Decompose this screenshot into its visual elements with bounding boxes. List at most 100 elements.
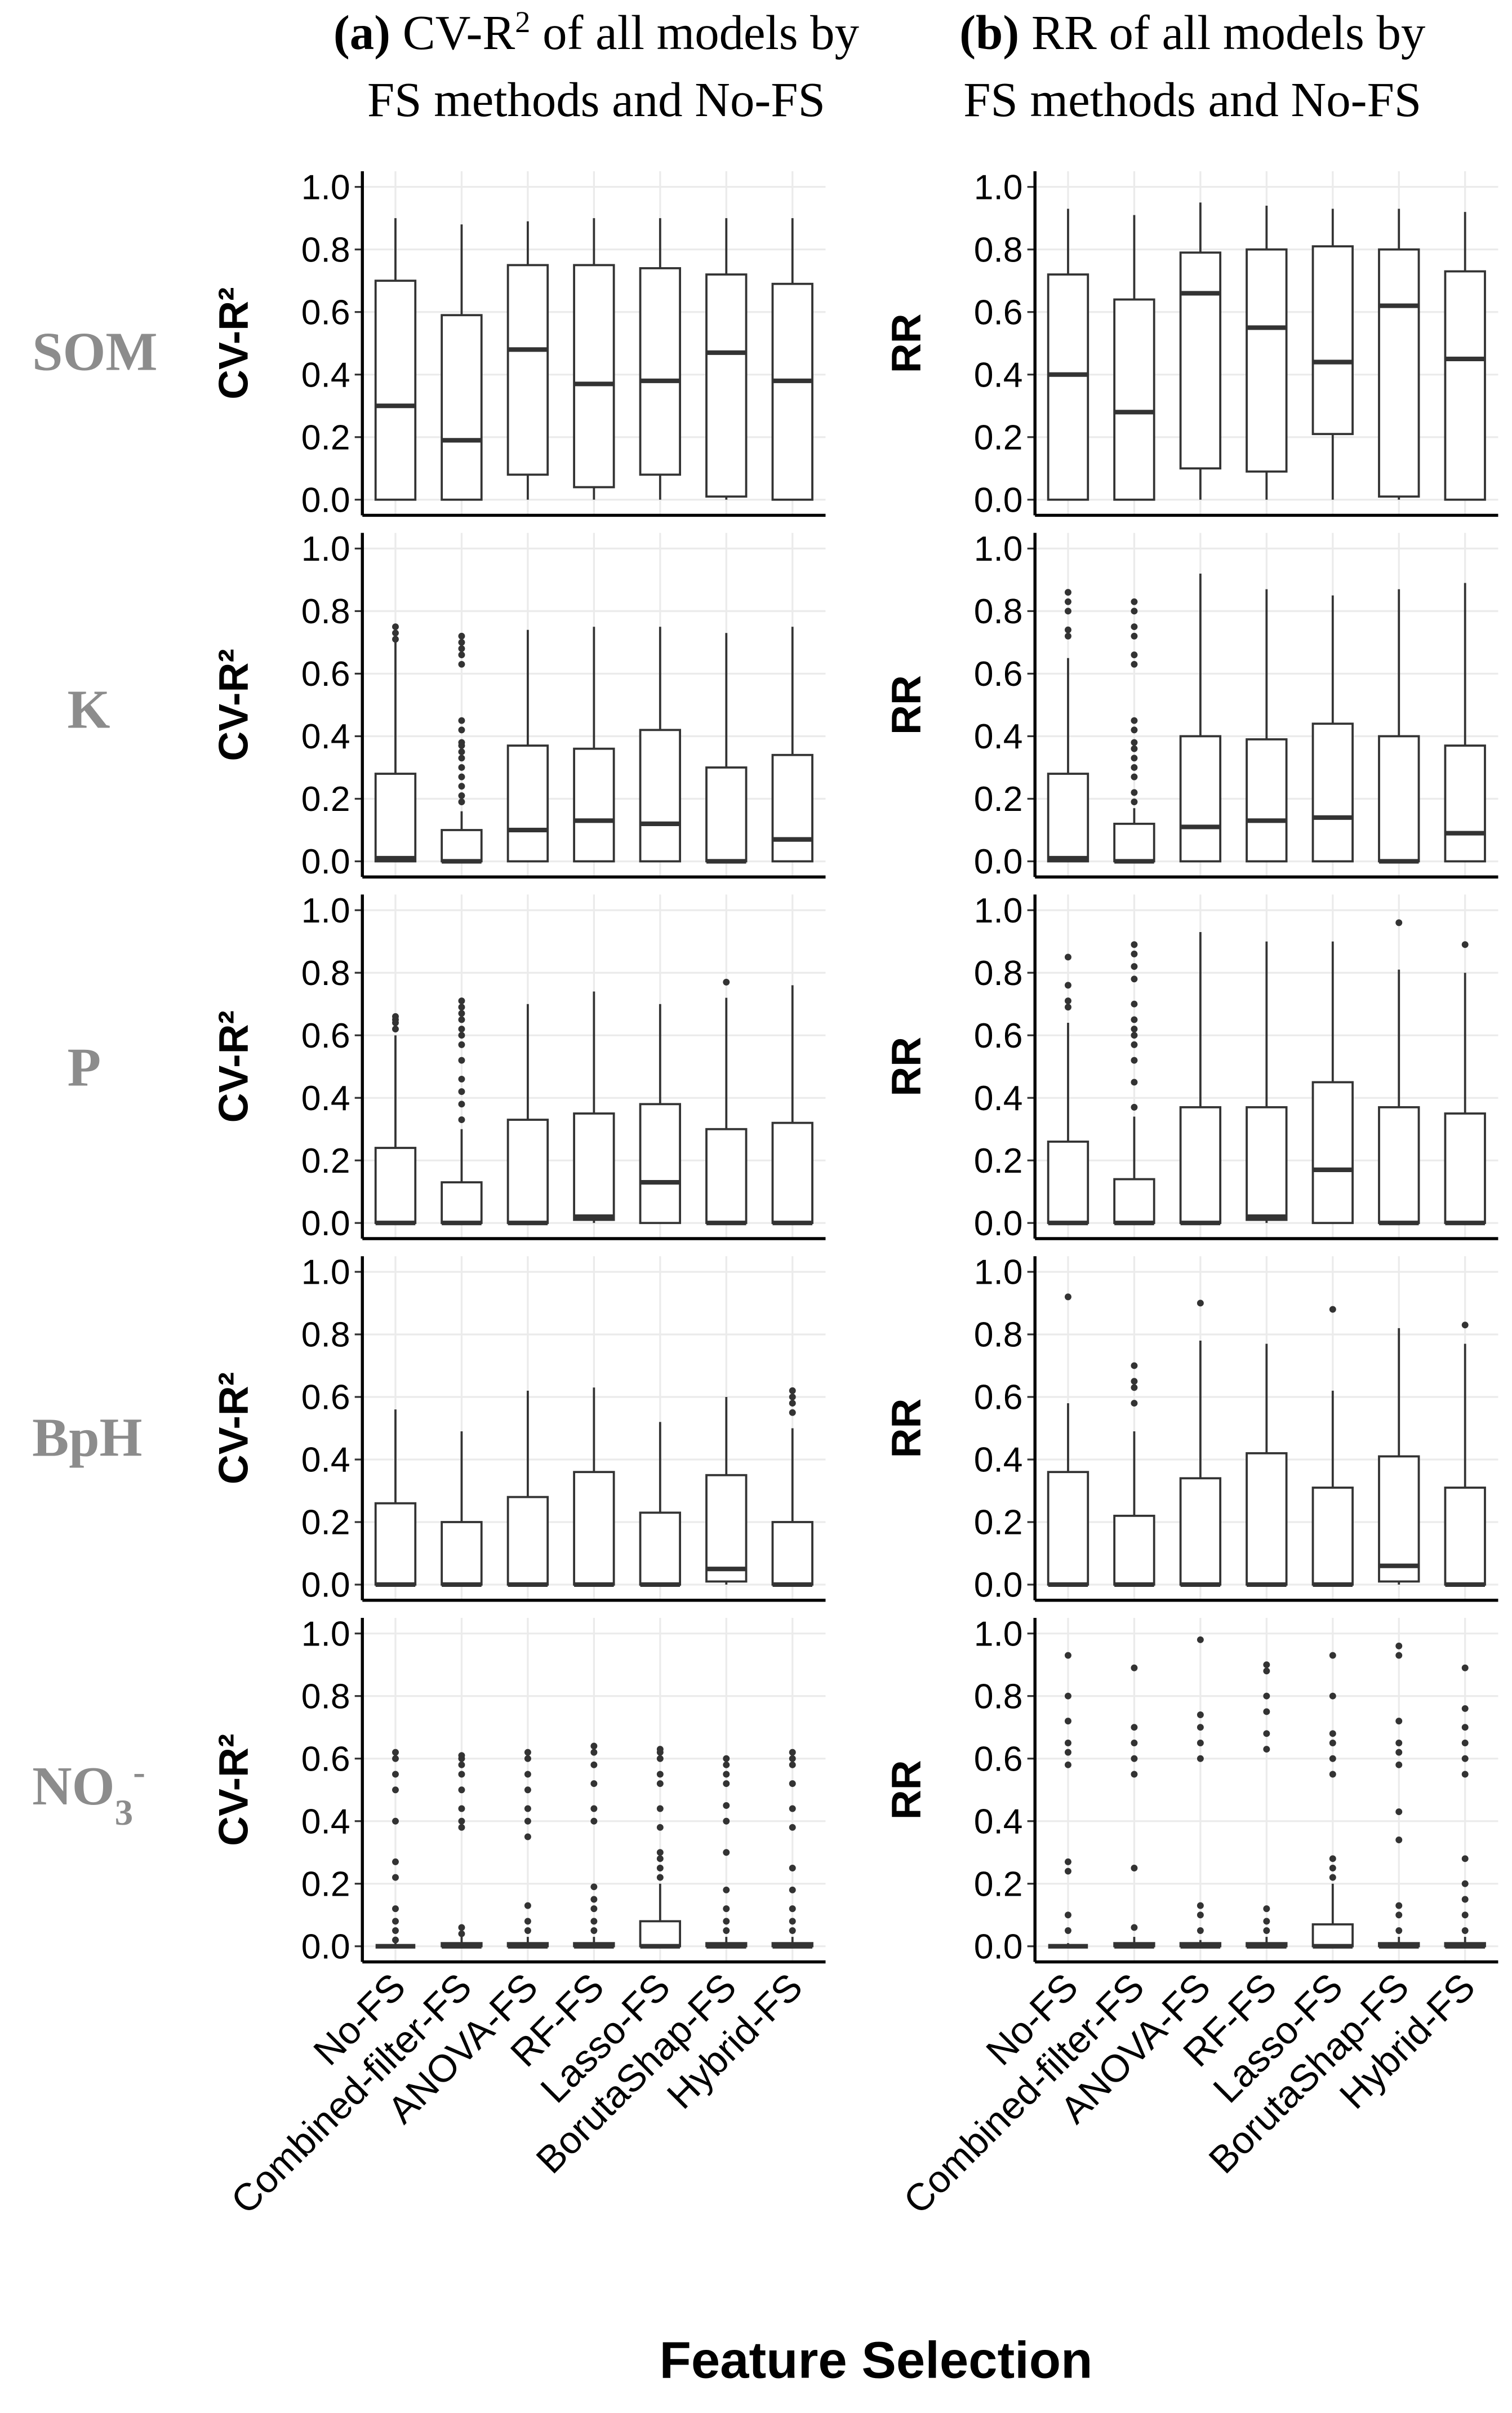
outlier <box>590 1749 598 1756</box>
outlier <box>656 1780 664 1787</box>
box <box>705 766 748 863</box>
outlier <box>1131 1032 1138 1039</box>
outlier <box>1461 1664 1469 1671</box>
box <box>506 744 549 863</box>
outlier <box>1131 745 1138 752</box>
outlier <box>1064 997 1071 1005</box>
box <box>573 264 615 489</box>
outlier <box>656 1874 664 1881</box>
outlier <box>656 1746 664 1753</box>
y-tick-label: 0.8 <box>301 954 350 993</box>
outlier <box>1131 1771 1138 1778</box>
outlier <box>1064 1692 1071 1700</box>
outlier <box>1131 598 1138 605</box>
outlier <box>1131 660 1138 668</box>
outlier <box>656 1824 664 1831</box>
outlier <box>723 1918 730 1925</box>
column-title: FS methods and No-FS <box>367 73 825 127</box>
outlier <box>392 629 399 637</box>
outlier <box>458 1752 465 1759</box>
outlier <box>458 755 465 762</box>
outlier <box>1131 773 1138 780</box>
box <box>1246 1106 1288 1221</box>
y-tick-label: 1.0 <box>301 1614 350 1653</box>
outlier <box>723 1886 730 1893</box>
box <box>1311 1923 1354 1948</box>
y-tick-label: 0.4 <box>974 356 1023 394</box>
box <box>705 1128 748 1225</box>
outlier <box>1461 1755 1469 1762</box>
y-tick-label: 0.6 <box>301 1740 350 1778</box>
outlier <box>458 1101 465 1108</box>
outlier <box>590 1918 598 1925</box>
y-tick-label: 0.0 <box>974 842 1023 881</box>
y-tick-label: 1.0 <box>974 1614 1023 1653</box>
outlier <box>590 1896 598 1903</box>
y-tick-label: 0.0 <box>301 1566 350 1605</box>
outlier <box>590 1805 598 1812</box>
y-tick-label: 0.6 <box>301 1378 350 1417</box>
box <box>506 1119 549 1225</box>
outlier <box>590 1742 598 1750</box>
outlier <box>392 1905 399 1913</box>
outlier <box>1131 1384 1138 1391</box>
y-axis-label: RR <box>883 675 930 735</box>
outlier <box>392 1858 399 1865</box>
outlier <box>1131 789 1138 796</box>
y-tick-label: 0.8 <box>974 230 1023 269</box>
y-tick-label: 0.2 <box>974 418 1023 457</box>
outlier <box>1197 1902 1204 1909</box>
outlier <box>1395 1749 1403 1756</box>
outlier <box>1461 1896 1469 1903</box>
y-tick-label: 0.0 <box>974 1204 1023 1243</box>
title-sup: 2 <box>515 5 530 39</box>
outlier <box>1131 726 1138 734</box>
row-label-sup: - <box>133 1752 145 1793</box>
outlier <box>1131 1400 1138 1407</box>
box <box>573 1112 615 1221</box>
y-tick-label: 1.0 <box>974 168 1023 207</box>
row-label-sub: 3 <box>115 1793 134 1833</box>
y-tick-label: 0.8 <box>301 1316 350 1355</box>
box <box>1444 1112 1486 1225</box>
box <box>1378 248 1420 498</box>
outlier <box>458 1057 465 1064</box>
title-text: RR of all models by <box>1031 6 1426 60</box>
outlier <box>1131 1362 1138 1369</box>
y-tick-label: 0.6 <box>974 1740 1023 1778</box>
outlier <box>458 660 465 668</box>
column-title: FS methods and No-FS <box>963 73 1421 127</box>
y-tick-label: 1.0 <box>301 891 350 930</box>
outlier <box>1395 1718 1403 1725</box>
outlier <box>590 1883 598 1891</box>
outlier <box>723 1755 730 1762</box>
outlier <box>458 638 465 646</box>
outlier <box>1064 632 1071 640</box>
outlier <box>458 1075 465 1083</box>
outlier <box>1064 598 1071 605</box>
box <box>771 282 813 501</box>
y-tick-label: 0.2 <box>301 1503 350 1542</box>
outlier <box>392 636 399 643</box>
outlier <box>1263 1730 1270 1737</box>
outlier <box>1064 1718 1071 1725</box>
outlier <box>1461 1705 1469 1712</box>
outlier <box>1263 1918 1270 1925</box>
outlier <box>1329 1874 1336 1881</box>
row-label: K <box>68 680 110 740</box>
outlier <box>524 1749 531 1756</box>
outlier <box>1461 941 1469 948</box>
outlier <box>458 1786 465 1794</box>
outlier <box>458 726 465 734</box>
outlier <box>524 1755 531 1762</box>
y-tick-label: 0.8 <box>974 1677 1023 1716</box>
outlier <box>458 1924 465 1931</box>
box <box>639 267 681 476</box>
outlier <box>458 799 465 805</box>
outlier <box>1197 1755 1204 1762</box>
outlier <box>1131 950 1138 957</box>
y-tick-label: 0.6 <box>301 655 350 694</box>
outlier <box>656 1849 664 1856</box>
outlier <box>1197 1911 1204 1919</box>
y-axis-label: CV-R² <box>211 649 257 761</box>
